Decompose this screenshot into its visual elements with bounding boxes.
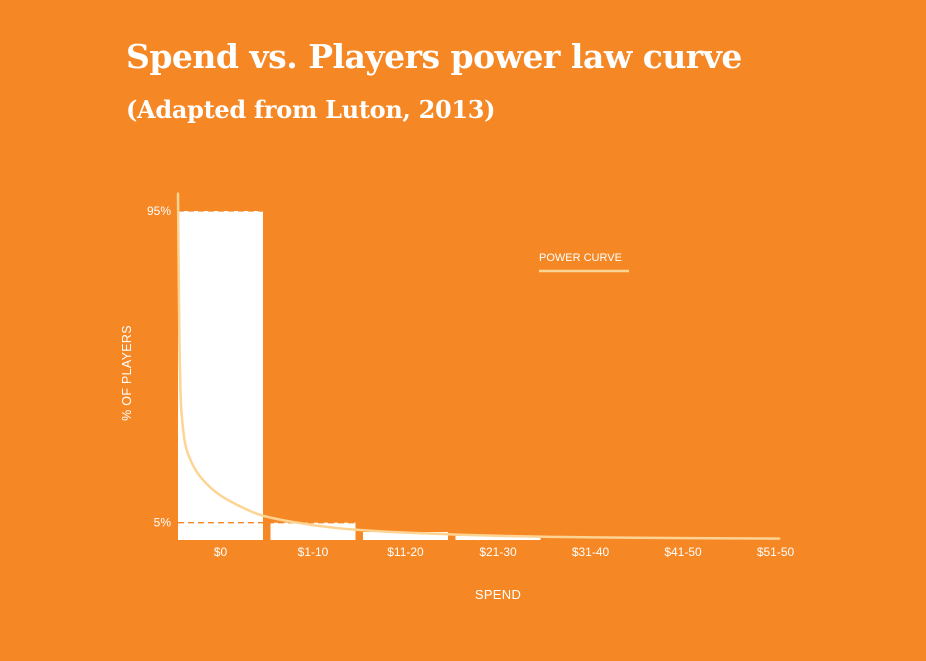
x-tick-label-1: $1-10 <box>298 545 329 559</box>
legend-label: POWER CURVE <box>539 252 622 264</box>
x-tick-labels: $0 $1-10 $11-20 $21-30 $31-40 $41-50 $51-50 <box>214 545 795 559</box>
x-axis-label: SPEND <box>475 587 521 602</box>
x-tick-label-4: $31-40 <box>572 545 610 559</box>
y-tick-label-0: 5% <box>154 516 172 530</box>
x-tick-label-3: $21-30 <box>479 545 517 559</box>
bar-0 <box>178 211 263 540</box>
x-tick-label-2: $11-20 <box>387 545 424 559</box>
x-tick-label-0: $0 <box>214 545 228 559</box>
bar-3 <box>455 535 541 540</box>
y-axis-label: % OF PLAYERS <box>120 325 134 421</box>
chart-title-main: Spend vs. Players power law curve <box>126 37 742 76</box>
y-tick-label-1: 95% <box>147 204 171 218</box>
power-curve-layer <box>176 192 781 540</box>
power-curve-line <box>176 192 781 540</box>
x-tick-label-5: $41-50 <box>664 545 702 559</box>
chart-subtitle: (Adapted from Luton, 2013) <box>126 95 496 124</box>
bars <box>178 211 541 540</box>
chart-title: Spend vs. Players power law curve (Adapt… <box>126 32 826 135</box>
reference-lines <box>178 210 356 524</box>
x-tick-label-6: $51-50 <box>757 545 795 559</box>
y-tick-labels: 5% 95% <box>147 204 171 530</box>
legend: POWER CURVE <box>539 252 629 273</box>
bar-2 <box>363 532 448 540</box>
